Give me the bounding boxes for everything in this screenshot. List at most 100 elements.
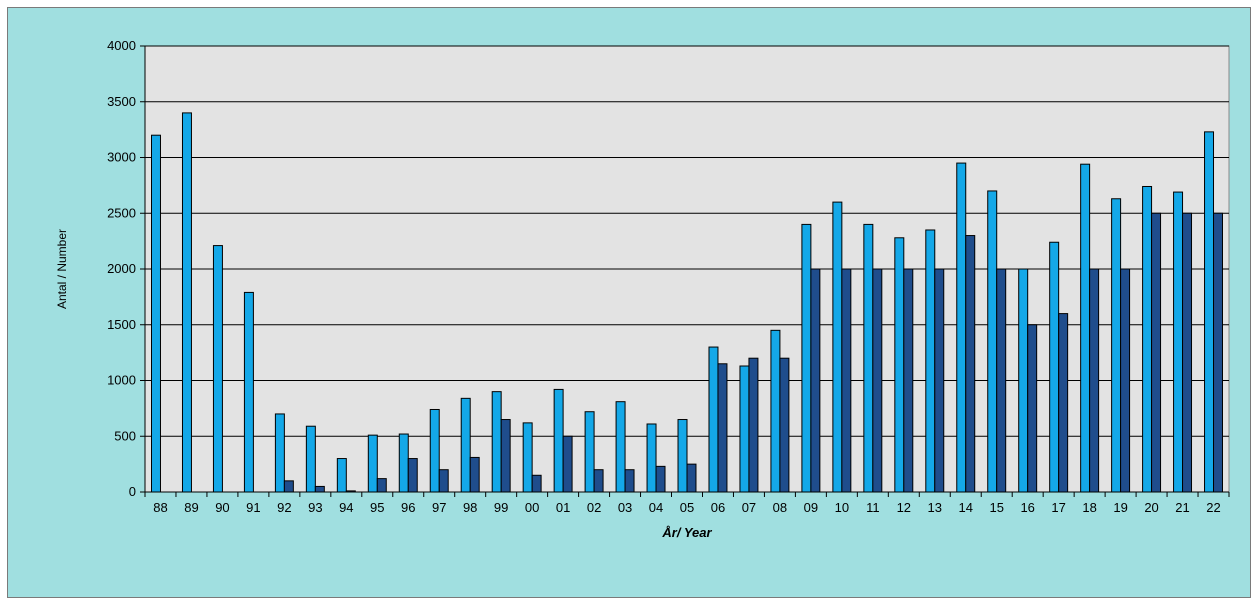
- x-tick-label: 15: [989, 500, 1003, 515]
- bar-series-1-99: [491, 391, 502, 493]
- bar-series-2-08: [779, 357, 790, 493]
- x-tick-label: 03: [618, 500, 632, 515]
- x-tick-label: 94: [339, 500, 353, 515]
- bar-series-1-09: [801, 223, 812, 493]
- bar-series-1-90: [212, 245, 223, 493]
- x-tick-label: 91: [246, 500, 260, 515]
- x-tick-label: 09: [804, 500, 818, 515]
- bar-series-2-22: [1213, 212, 1223, 493]
- y-tick-label: 4000: [107, 38, 136, 53]
- bar-series-1-97: [429, 408, 440, 493]
- bar-series-2-21: [1182, 212, 1193, 493]
- y-tick-label: 2000: [107, 261, 136, 276]
- bar-series-2-20: [1151, 212, 1162, 493]
- x-tick-label: 92: [277, 500, 291, 515]
- bar-series-2-11: [872, 268, 883, 493]
- bar-series-1-17: [1049, 241, 1060, 493]
- y-tick-label: 0: [129, 484, 136, 499]
- bar-series-2-06: [717, 363, 728, 493]
- x-tick-label: 07: [742, 500, 756, 515]
- x-tick-label: 00: [525, 500, 539, 515]
- y-tick-label: 1000: [107, 373, 136, 388]
- x-tick-label: 97: [432, 500, 446, 515]
- x-tick-label: 10: [835, 500, 849, 515]
- bar-series-2-05: [686, 463, 697, 493]
- bar-series-1-15: [987, 190, 998, 493]
- bar-series-2-13: [934, 268, 945, 493]
- x-tick-label: 17: [1051, 500, 1065, 515]
- x-tick-labels: 88 89 90 91 92 93 94 95 96 97 98 99 00 01 02 03 04 05 06 07…: [153, 500, 1220, 515]
- x-tick-label: 89: [184, 500, 198, 515]
- bar-series-1-89: [181, 112, 192, 493]
- y-tick-label: 3000: [107, 150, 136, 165]
- x-tick-label: 90: [215, 500, 229, 515]
- bar-series-2-93: [314, 485, 325, 493]
- bar-series-1-88: [151, 134, 161, 493]
- bar-series-1-03: [615, 401, 626, 493]
- bar-series-2-01: [562, 435, 573, 493]
- y-tick-label: 3500: [107, 94, 136, 109]
- bar-series-1-16: [1018, 268, 1029, 493]
- bar-series-1-92: [274, 413, 285, 493]
- bar-series-2-03: [624, 469, 635, 493]
- bar-series-1-18: [1080, 163, 1091, 493]
- y-tick-label: 500: [114, 428, 136, 443]
- bar-series-1-20: [1142, 185, 1153, 493]
- bar-series-1-06: [708, 346, 719, 493]
- bar-series-2-15: [996, 268, 1007, 493]
- x-tick-label: 04: [649, 500, 663, 515]
- x-tick-label: 99: [494, 500, 508, 515]
- x-tick-label: 88: [153, 500, 167, 515]
- bar-series-1-05: [677, 419, 688, 493]
- y-axis-title: Antal / Number: [55, 229, 69, 309]
- x-tick-label: 12: [897, 500, 911, 515]
- x-tick-label: 01: [556, 500, 570, 515]
- x-tick-label: 16: [1020, 500, 1034, 515]
- bar-series-2-17: [1058, 313, 1069, 493]
- x-tick-label: 22: [1206, 500, 1220, 515]
- bar-series-2-09: [810, 268, 821, 493]
- bar-series-1-95: [367, 434, 378, 493]
- x-tick-label: 05: [680, 500, 694, 515]
- x-tick-label: 18: [1082, 500, 1096, 515]
- x-tick-label: 96: [401, 500, 415, 515]
- bar-series-1-08: [770, 329, 781, 493]
- bar-series-2-18: [1089, 268, 1100, 493]
- x-tick-label: 20: [1144, 500, 1158, 515]
- bar-series-2-04: [655, 465, 666, 493]
- x-tick-label: 02: [587, 500, 601, 515]
- bar-series-1-04: [646, 423, 657, 493]
- bar-series-1-07: [739, 365, 750, 493]
- bar-series-2-10: [841, 268, 852, 493]
- bar-series-1-01: [553, 388, 564, 493]
- bar-series-2-02: [593, 469, 604, 493]
- bar-series-1-11: [863, 223, 874, 493]
- x-tick-label: 11: [866, 500, 880, 515]
- bar-series-2-98: [469, 456, 480, 493]
- y-tick-label: 1500: [107, 317, 136, 332]
- bar-series-1-96: [398, 433, 409, 493]
- bar-series-1-02: [584, 411, 595, 493]
- bar-series-2-07: [748, 357, 759, 493]
- y-tick-label: 2500: [107, 205, 136, 220]
- bar-series-2-92: [283, 480, 294, 493]
- chart-frame: 0 500 1000 1500 2000 2500 3000 3500 4000 88 89 90 9…: [7, 7, 1251, 598]
- x-tick-label: 95: [370, 500, 384, 515]
- bar-series-1-21: [1173, 191, 1184, 493]
- y-tick-labels: 0 500 1000 1500 2000 2500 3000 3500 4000: [107, 38, 136, 499]
- bar-series-1-22: [1204, 131, 1215, 493]
- bar-series-1-94: [336, 458, 347, 493]
- bar-series-2-14: [965, 235, 976, 493]
- bar-series-1-13: [925, 229, 936, 493]
- bar-series-2-12: [903, 268, 914, 493]
- x-tick-label: 08: [773, 500, 787, 515]
- grid-lines: [145, 45, 1229, 437]
- x-tick-label: 21: [1175, 500, 1189, 515]
- bar-series-2-99: [500, 419, 511, 493]
- bar-series-1-10: [832, 201, 843, 493]
- bar-series-2-19: [1120, 268, 1131, 493]
- bars: [151, 112, 1223, 493]
- x-tick-label: 14: [959, 500, 973, 515]
- x-tick-label: 06: [711, 500, 725, 515]
